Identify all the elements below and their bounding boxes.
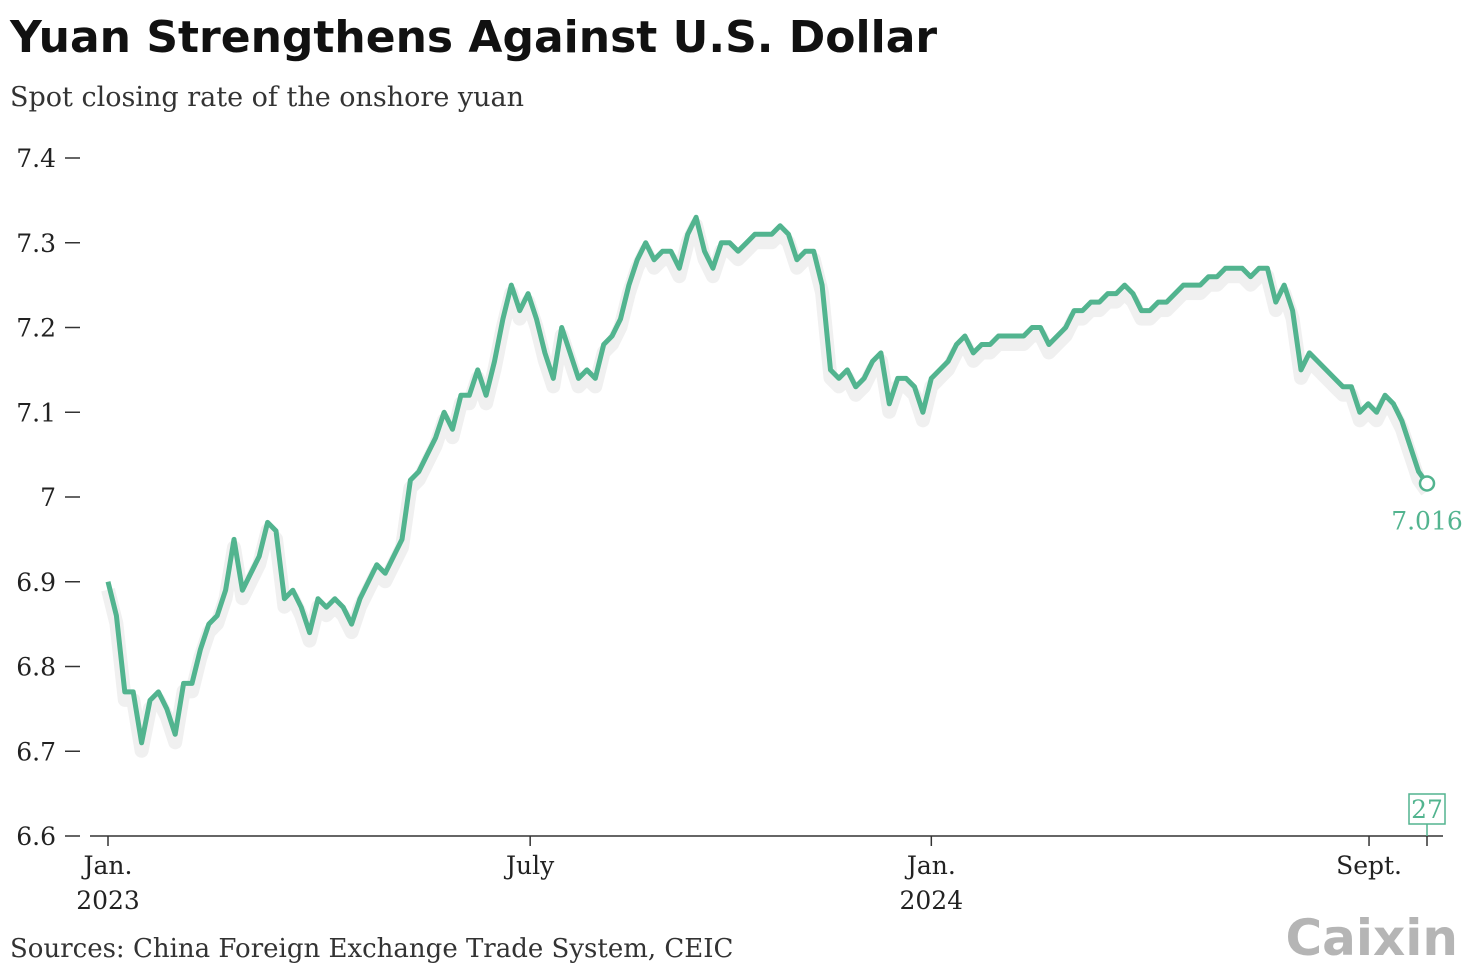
y-tick-label: 6.9 bbox=[16, 568, 56, 597]
brand-logo: Caixin bbox=[1285, 909, 1458, 967]
x-tick-sublabel: 2024 bbox=[900, 886, 964, 915]
source: Sources: China Foreign Exchange Trade Sy… bbox=[10, 934, 733, 964]
x-tick-label: Jan. bbox=[904, 851, 956, 880]
chart-title: Yuan Strengthens Against U.S. Dollar bbox=[9, 12, 937, 63]
y-tick-label: 7.1 bbox=[16, 398, 56, 427]
y-tick-label: 7.4 bbox=[16, 144, 56, 173]
end-marker bbox=[1418, 475, 1436, 492]
x-tick-sublabel: 2023 bbox=[76, 886, 140, 915]
x-tick-label: Jan. bbox=[81, 851, 133, 880]
y-tick-label: 6.6 bbox=[16, 822, 56, 851]
line bbox=[105, 214, 1430, 746]
end-label: 7.016 bbox=[1391, 506, 1463, 535]
y-tick-label: 7 bbox=[40, 483, 56, 512]
x-tick-label: July bbox=[503, 851, 555, 880]
y-tick-label: 7.2 bbox=[16, 314, 56, 343]
x-tick-box bbox=[1408, 793, 1446, 825]
y-tick-label: 6.7 bbox=[16, 737, 56, 766]
y-tick-label: 7.3 bbox=[16, 229, 56, 258]
y-tick-label: 6.8 bbox=[16, 653, 56, 682]
line-shadow bbox=[101, 218, 1433, 758]
x-tick-label: Sept. bbox=[1336, 851, 1402, 880]
chart-subtitle: Spot closing rate of the onshore yuan bbox=[10, 82, 524, 113]
x-tick-label: 27 bbox=[1411, 795, 1443, 824]
